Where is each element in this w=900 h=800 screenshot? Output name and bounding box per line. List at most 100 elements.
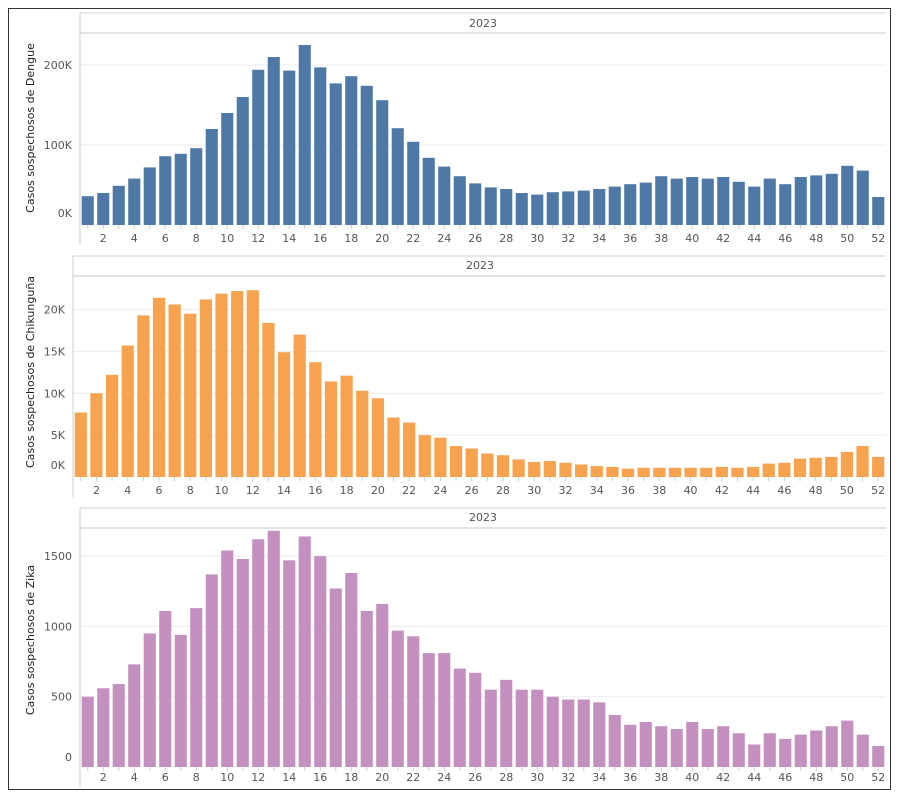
dengue-bar bbox=[763, 178, 776, 225]
chart-frame bbox=[8, 8, 891, 790]
zika-x-tick-label: 8 bbox=[193, 771, 200, 784]
chikungunya-bar bbox=[731, 467, 744, 477]
chikungunya-bar bbox=[621, 468, 635, 478]
chikungunya-bar bbox=[559, 462, 572, 477]
chikungunya-bar bbox=[543, 461, 556, 477]
dengue-bar bbox=[298, 45, 311, 225]
zika-bar bbox=[825, 726, 838, 767]
chikungunya-x-tick-label: 34 bbox=[590, 484, 604, 497]
chikungunya-bar bbox=[512, 459, 525, 477]
zika-x-tick-label: 10 bbox=[220, 771, 234, 784]
zika-x-tick-label: 24 bbox=[437, 771, 451, 784]
chikungunya-bar bbox=[90, 393, 103, 477]
dengue-x-tick-label: 8 bbox=[193, 232, 200, 245]
dengue-bar bbox=[221, 113, 234, 225]
chikungunya-bar bbox=[747, 466, 760, 477]
zika-bar bbox=[190, 608, 203, 767]
dengue-y-axis-label: Casos sospechosos de Dengue bbox=[24, 43, 37, 213]
dengue-bar bbox=[608, 186, 621, 225]
zika-bar bbox=[779, 738, 792, 767]
zika-bar bbox=[546, 696, 559, 767]
dengue-bar bbox=[360, 85, 373, 225]
dengue-x-tick-label: 46 bbox=[778, 232, 792, 245]
zika-y-axis-label: Casos sospechosos de Zika bbox=[24, 565, 37, 715]
zika-x-tick-label: 32 bbox=[561, 771, 575, 784]
dengue-bar bbox=[438, 166, 451, 225]
zika-bar bbox=[376, 603, 389, 767]
chikungunya-bar bbox=[840, 451, 854, 478]
chikungunya-bar bbox=[715, 466, 728, 477]
zika-x-tick-label: 18 bbox=[344, 771, 358, 784]
zika-bar bbox=[810, 730, 823, 767]
zika-panel: 2023 Casos sospechosos de Zika 0 500 1000 1… bbox=[24, 507, 886, 787]
zika-x-tick-label: 20 bbox=[375, 771, 389, 784]
zika-bar bbox=[422, 653, 435, 767]
zika-bar bbox=[701, 729, 714, 767]
chikungunya-y-tick-label: 5K bbox=[51, 429, 66, 442]
zika-bar bbox=[500, 679, 513, 767]
zika-x-tick-label: 14 bbox=[282, 771, 296, 784]
dengue-bar bbox=[469, 183, 482, 225]
dengue-x-tick-label: 42 bbox=[716, 232, 730, 245]
zika-bar bbox=[872, 745, 885, 767]
chikungunya-x-tick-label: 52 bbox=[871, 484, 885, 497]
dengue-x-tick-label: 22 bbox=[406, 232, 420, 245]
chikungunya-bar bbox=[371, 398, 384, 477]
zika-x-tick-label: 44 bbox=[747, 771, 761, 784]
chikungunya-bar bbox=[215, 293, 228, 477]
dengue-bar bbox=[841, 165, 854, 225]
chikungunya-bar bbox=[606, 466, 619, 477]
dengue-bar bbox=[810, 175, 823, 225]
zika-bar bbox=[159, 610, 172, 767]
dengue-x-tick-label: 16 bbox=[313, 232, 327, 245]
dengue-bar bbox=[872, 197, 885, 225]
chikungunya-x-tick-label: 48 bbox=[809, 484, 823, 497]
dengue-y-tick-label: 100K bbox=[44, 139, 73, 152]
dengue-bar bbox=[639, 182, 652, 225]
chikungunya-x-tick-label: 20 bbox=[371, 484, 385, 497]
zika-x-tick-label: 46 bbox=[778, 771, 792, 784]
zika-bar bbox=[562, 699, 575, 767]
chikungunya-bar bbox=[449, 446, 463, 477]
dengue-bar bbox=[856, 170, 869, 225]
zika-y-tick-label: 1500 bbox=[44, 550, 72, 563]
chikungunya-x-tick-label: 30 bbox=[527, 484, 541, 497]
dengue-bar bbox=[655, 176, 668, 225]
dengue-x-tick-label: 28 bbox=[499, 232, 513, 245]
chikungunya-bar bbox=[246, 290, 259, 477]
dengue-bar bbox=[128, 178, 141, 225]
zika-x-tick-label: 16 bbox=[313, 771, 327, 784]
chikungunya-x-tick-label: 16 bbox=[308, 484, 322, 497]
zika-bar bbox=[686, 722, 699, 767]
zika-bar bbox=[81, 696, 94, 767]
chikungunya-x-tick-label: 18 bbox=[340, 484, 354, 497]
zika-bar bbox=[794, 734, 807, 767]
dengue-x-tick-label: 48 bbox=[809, 232, 823, 245]
dengue-bar bbox=[159, 156, 172, 225]
chikungunya-bar bbox=[184, 313, 197, 477]
dengue-bar bbox=[422, 157, 435, 225]
chikungunya-bar bbox=[481, 453, 494, 477]
zika-bar bbox=[670, 729, 683, 767]
chikungunya-bar bbox=[684, 467, 697, 477]
dengue-bar bbox=[717, 177, 730, 225]
chikungunya-bar bbox=[137, 315, 150, 477]
chikungunya-bar bbox=[277, 352, 291, 477]
dengue-x-tick-label: 4 bbox=[131, 232, 138, 245]
chikungunya-bar bbox=[356, 390, 369, 477]
zika-bar bbox=[748, 744, 761, 767]
chikungunya-x-tick-label: 28 bbox=[496, 484, 510, 497]
dengue-x-tick-label: 40 bbox=[685, 232, 699, 245]
zika-bar bbox=[531, 689, 544, 767]
chikungunya-bar bbox=[121, 345, 134, 477]
dengue-y-tick-label: 200K bbox=[44, 59, 73, 72]
zika-x-tick-label: 2 bbox=[100, 771, 107, 784]
chikungunya-bar bbox=[575, 464, 588, 477]
chikungunya-x-tick-label: 26 bbox=[465, 484, 479, 497]
zika-x-tick-label: 50 bbox=[840, 771, 854, 784]
dengue-bar bbox=[81, 196, 94, 225]
zika-bar bbox=[236, 558, 249, 767]
